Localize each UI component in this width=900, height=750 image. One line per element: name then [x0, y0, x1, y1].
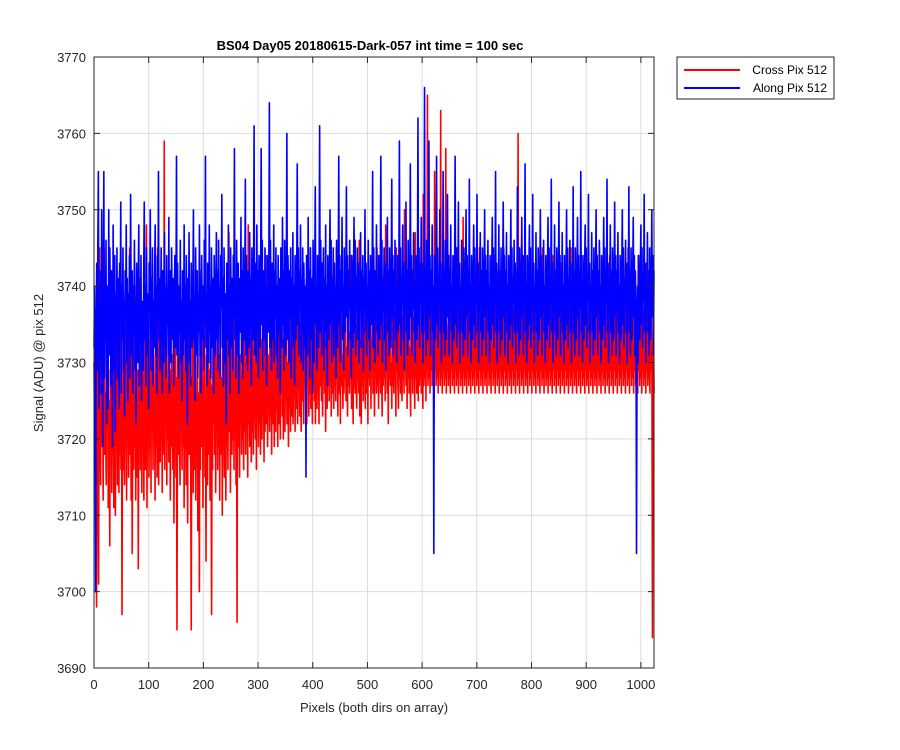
y-tick-label: 3700 [57, 585, 86, 600]
x-tick-label: 400 [302, 677, 324, 692]
y-tick-label: 3710 [57, 508, 86, 523]
legend-label-along: Along Pix 512 [753, 81, 827, 95]
y-tick-label: 3770 [57, 50, 86, 65]
x-tick-label: 500 [357, 677, 379, 692]
x-tick-label: 800 [521, 677, 543, 692]
y-tick-label: 3720 [57, 432, 86, 447]
legend-box [676, 56, 835, 100]
chart-title: BS04 Day05 20180615-Dark-057 int time = … [217, 38, 524, 53]
series-line-along-pix-512 [93, 86, 655, 593]
y-tick-label: 3690 [57, 661, 86, 676]
x-tick-label: 900 [575, 677, 597, 692]
y-tick-label: 3740 [57, 279, 86, 294]
y-axis-label: Signal (ADU) @ pix 512 [31, 294, 46, 432]
x-tick-label: 300 [247, 677, 269, 692]
x-axis-label: Pixels (both dirs on array) [300, 700, 448, 715]
data-layer [93, 86, 655, 639]
x-tick-label: 700 [466, 677, 488, 692]
x-tick-label: 200 [193, 677, 215, 692]
legend: Cross Pix 512 Along Pix 512 [676, 56, 835, 100]
y-tick-label: 3760 [57, 126, 86, 141]
x-axis-ticks: 0 100 200 300 400 500 600 700 800 900 1000 [90, 57, 655, 692]
y-tick-label: 3730 [57, 356, 86, 371]
y-tick-label: 3750 [57, 203, 86, 218]
y-axis-ticks: 3690 3700 3710 3720 3730 3740 3750 3760 3770 [57, 50, 654, 676]
x-tick-label: 600 [411, 677, 433, 692]
x-tick-label: 1000 [626, 677, 655, 692]
plot-area: 0 100 200 300 400 500 600 700 800 900 1000 3690 370… [57, 50, 655, 692]
x-tick-label: 100 [138, 677, 160, 692]
x-tick-label: 0 [90, 677, 97, 692]
legend-label-cross: Cross Pix 512 [752, 63, 827, 77]
